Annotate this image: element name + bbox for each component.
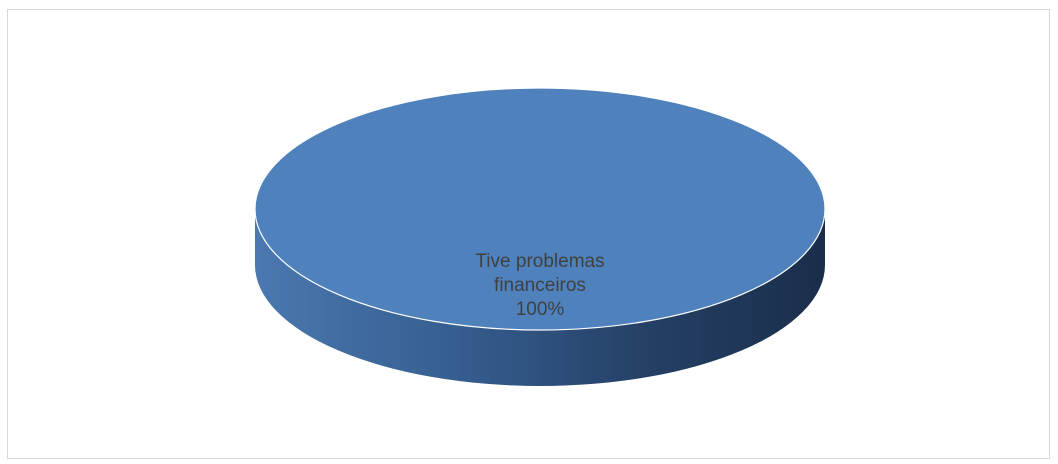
slice-data-label: Tive problemas financeiros 100%: [475, 251, 604, 320]
pie-slice-side: [255, 209, 825, 386]
slice-category-label: Tive problemas: [475, 251, 604, 272]
pie-chart: Tive problemas financeiros 100%: [254, 87, 826, 386]
chart-area: Tive problemas financeiros 100%: [7, 9, 1050, 459]
slice-category-label: financeiros: [494, 275, 586, 296]
pie-slice: [254, 87, 826, 331]
slice-percent-label: 100%: [516, 299, 565, 320]
